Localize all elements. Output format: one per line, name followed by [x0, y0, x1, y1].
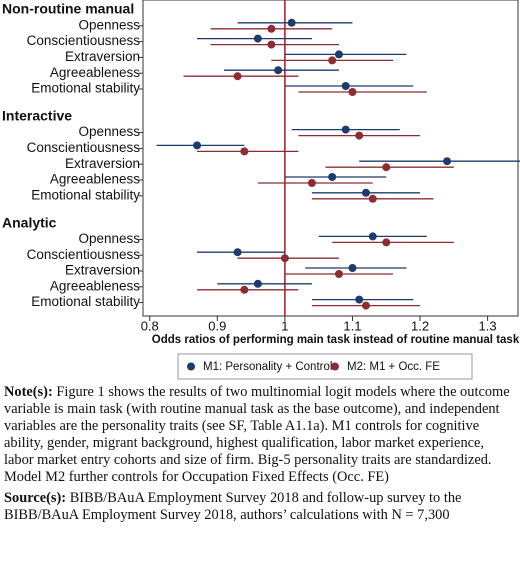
- point: [328, 173, 337, 181]
- point: [382, 238, 391, 247]
- point: [267, 40, 276, 49]
- point: [240, 147, 249, 156]
- legend-box: [177, 353, 473, 380]
- x-tick-label: 1: [281, 318, 288, 333]
- note-label: Note(s):: [4, 384, 53, 400]
- note: Note(s): Figure 1 shows the results of t…: [4, 384, 516, 486]
- x-tick-label: 1.3: [479, 318, 497, 333]
- point: [233, 248, 242, 257]
- point: [382, 163, 391, 172]
- y-tick-label: Extraversion: [65, 156, 140, 171]
- y-tick-label: Extraversion: [65, 263, 140, 278]
- x-tick-label: 1.2: [411, 318, 429, 333]
- point: [274, 66, 283, 75]
- group-label: Interactive: [2, 108, 72, 124]
- group-label: Non-routine manual: [2, 1, 134, 17]
- point: [307, 179, 316, 187]
- point: [233, 72, 242, 81]
- y-tick-label: Openness: [78, 231, 140, 246]
- y-tick-label: Conscientiousness: [27, 33, 141, 48]
- point: [287, 18, 296, 27]
- legend-label: M1: Personality + Controls: [203, 361, 338, 373]
- point: [334, 270, 343, 278]
- y-tick-label: Agreeableness: [50, 278, 140, 293]
- note-label: Source(s):: [4, 490, 67, 506]
- point: [361, 188, 370, 197]
- y-tick-label: Emotional stability: [31, 81, 140, 96]
- notes: Note(s): Figure 1 shows the results of t…: [4, 384, 516, 528]
- legend-marker: [331, 362, 339, 371]
- y-tick-label: Conscientiousness: [27, 247, 141, 262]
- y-tick-label: Extraversion: [65, 49, 140, 64]
- point: [341, 82, 350, 90]
- point: [240, 285, 249, 294]
- y-tick-label: Openness: [78, 124, 140, 139]
- point: [348, 88, 357, 96]
- y-tick-label: Conscientiousness: [27, 140, 141, 155]
- point: [368, 194, 377, 203]
- note-text: Figure 1 shows the results of two multin…: [4, 384, 510, 485]
- point: [361, 301, 370, 310]
- point: [193, 141, 202, 150]
- group-label: Analytic: [2, 214, 57, 230]
- x-axis-title: Odds ratios of performing main task inst…: [152, 334, 520, 346]
- y-tick-label: Agreeableness: [50, 172, 140, 187]
- point: [348, 264, 357, 272]
- point: [328, 56, 337, 65]
- y-tick-label: Emotional stability: [31, 294, 140, 309]
- point: [443, 157, 452, 166]
- legend-marker: [187, 362, 195, 371]
- y-tick-label: Agreeableness: [50, 65, 140, 80]
- point: [355, 131, 364, 140]
- x-tick-label: 0.9: [208, 318, 226, 333]
- point: [368, 232, 377, 241]
- point: [280, 254, 289, 263]
- point: [253, 279, 262, 288]
- point: [341, 125, 350, 134]
- note-text: BIBB/BAuA Employment Survey 2018 and fol…: [4, 490, 462, 523]
- plot-frame: [142, 0, 519, 317]
- point: [267, 24, 276, 33]
- y-tick-label: Emotional stability: [31, 187, 140, 202]
- point: [355, 295, 364, 304]
- point: [334, 50, 343, 59]
- note: Source(s): BIBB/BAuA Employment Survey 2…: [4, 490, 516, 524]
- point: [253, 34, 262, 43]
- y-tick-label: Openness: [78, 17, 140, 32]
- x-tick-label: 1.1: [343, 318, 361, 333]
- x-tick-label: 0.8: [141, 318, 159, 333]
- legend-label: M2: M1 + Occ. FE: [347, 361, 440, 373]
